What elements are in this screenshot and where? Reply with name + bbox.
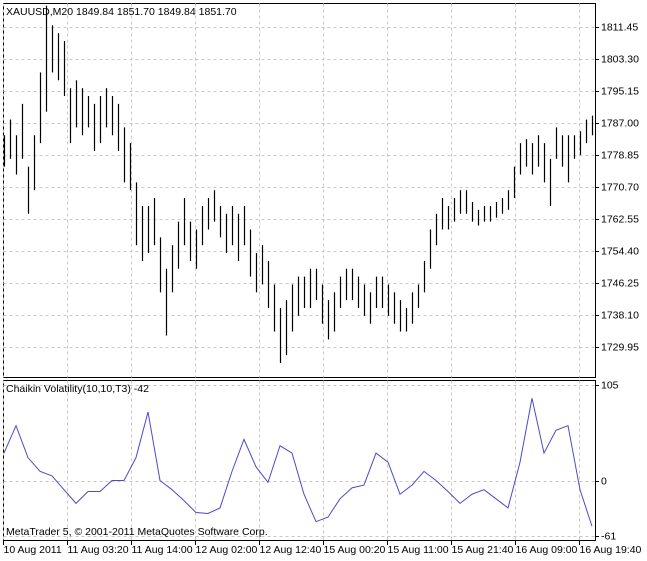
y-tick-label: 1754.40 — [601, 245, 639, 257]
y-tick-label: 105 — [601, 379, 619, 391]
x-tick-label: 15 Aug 00:20 — [324, 544, 386, 556]
x-tick-label: 12 Aug 02:00 — [196, 544, 258, 556]
y-tick-label: 1778.85 — [601, 149, 639, 161]
y-tick-label: 1729.95 — [601, 341, 639, 353]
x-tick-label: 15 Aug 11:00 — [388, 544, 449, 556]
indicator-title: Chaikin Volatility(10,10,T3) -42 — [6, 383, 149, 395]
chart-title: XAUUSD,M20 1849.84 1851.70 1849.84 1851.… — [6, 6, 237, 18]
indicator-line — [3, 398, 593, 527]
y-tick-label: 1770.70 — [601, 181, 639, 193]
x-tick-label: 12 Aug 12:40 — [260, 544, 322, 556]
plot-layer — [3, 3, 596, 541]
y-tick-label: 1811.45 — [601, 21, 638, 33]
x-tick-label: 11 Aug 03:20 — [68, 544, 129, 556]
copyright: MetaTrader 5, © 2001-2011 MetaQuotes Sof… — [6, 526, 268, 538]
x-tick-label: 10 Aug 2011 — [4, 544, 62, 556]
y-tick-label: 1795.15 — [601, 85, 639, 97]
y-tick-label: 1787.00 — [601, 117, 639, 129]
x-tick-label: 16 Aug 09:00 — [516, 544, 578, 556]
x-tick-label: 16 Aug 19:40 — [580, 544, 642, 556]
y-tick-label: -61 — [601, 530, 616, 542]
x-tick-label: 11 Aug 14:00 — [132, 544, 193, 556]
y-tick-label: 0 — [601, 475, 607, 487]
y-tick-label: 1762.55 — [601, 213, 639, 225]
indicator-pane — [3, 380, 596, 541]
y-tick-label: 1738.10 — [601, 309, 639, 321]
y-tick-label: 1803.30 — [601, 53, 639, 65]
y-tick-label: 1746.25 — [601, 277, 639, 289]
x-tick-label: 15 Aug 21:40 — [452, 544, 514, 556]
